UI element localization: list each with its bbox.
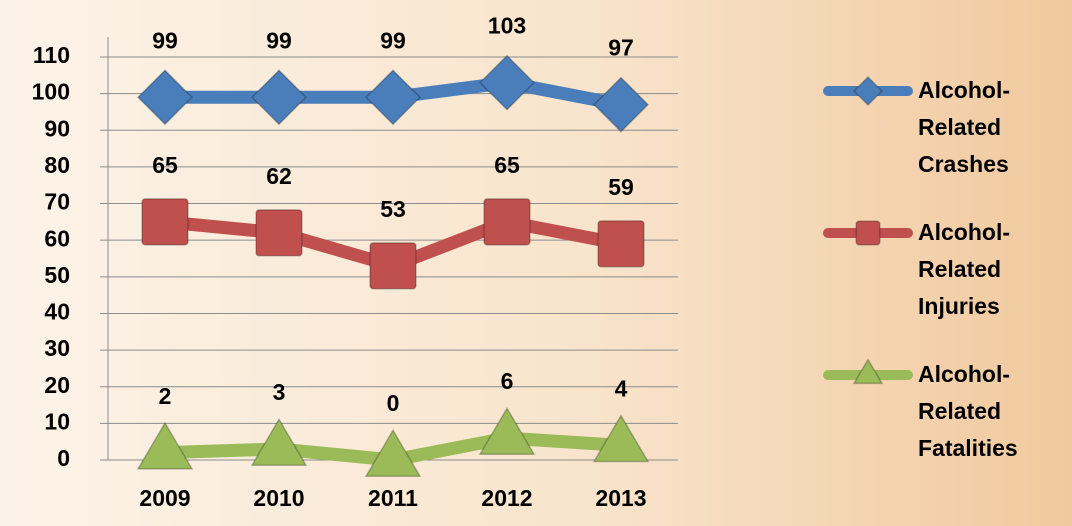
data-label: 3 (273, 379, 286, 405)
marker (852, 75, 884, 107)
data-label: 65 (152, 152, 178, 178)
data-label: 99 (266, 27, 292, 53)
legend-label: Alcohol-Related Fatalities (918, 361, 1018, 461)
legend: Alcohol-Related Crashes Alcohol-Related I… (822, 72, 1062, 498)
legend-item: Alcohol-Related Injuries (822, 214, 1062, 356)
y-tick-label: 100 (32, 79, 70, 105)
marker (478, 54, 536, 111)
legend-item: Alcohol-Related Crashes (822, 72, 1062, 214)
x-tick-label: 2010 (253, 485, 304, 511)
legend-swatch (823, 75, 913, 107)
data-label: 4 (615, 375, 628, 401)
data-label: 59 (608, 174, 634, 200)
data-label: 53 (380, 196, 406, 222)
legend-label: Alcohol-Related Injuries (918, 219, 1010, 319)
y-tick-label: 30 (44, 335, 70, 361)
y-tick-label: 70 (44, 189, 70, 215)
marker (592, 414, 650, 463)
marker (364, 69, 422, 126)
marker (597, 220, 645, 268)
data-label: 62 (266, 163, 292, 189)
x-tick-label: 2012 (481, 485, 532, 511)
marker (483, 198, 531, 246)
marker (478, 406, 536, 455)
data-label: 6 (501, 368, 514, 394)
y-tick-label: 50 (44, 262, 70, 288)
marker (250, 417, 308, 466)
y-tick-label: 10 (44, 408, 70, 434)
data-label: 65 (494, 152, 520, 178)
y-tick-label: 110 (33, 42, 70, 68)
marker (369, 242, 417, 290)
legend-swatch (823, 358, 913, 385)
data-label: 2 (159, 383, 172, 409)
y-tick-label: 40 (44, 299, 70, 325)
y-tick-label: 60 (44, 225, 70, 251)
marker (250, 69, 308, 126)
data-label: 99 (152, 27, 178, 53)
legend-item: Alcohol-Related Fatalities (822, 356, 1062, 498)
marker (141, 198, 189, 246)
marker (364, 428, 422, 477)
y-tick-label: 90 (44, 115, 70, 141)
legend-swatch (823, 220, 913, 246)
x-tick-label: 2011 (368, 485, 418, 511)
marker (592, 76, 650, 133)
x-tick-label: 2013 (595, 485, 646, 511)
marker (136, 69, 194, 126)
data-label: 103 (488, 13, 526, 39)
y-tick-label: 20 (44, 372, 70, 398)
marker (855, 220, 881, 246)
y-tick-label: 0 (57, 445, 70, 471)
y-tick-label: 80 (44, 152, 70, 178)
marker (852, 358, 884, 385)
legend-label: Alcohol-Related Crashes (918, 77, 1010, 177)
data-label: 97 (608, 35, 634, 61)
x-tick-label: 2009 (139, 485, 190, 511)
data-label: 0 (387, 390, 400, 416)
marker (136, 421, 194, 470)
data-label: 99 (380, 27, 406, 53)
marker (255, 209, 303, 257)
